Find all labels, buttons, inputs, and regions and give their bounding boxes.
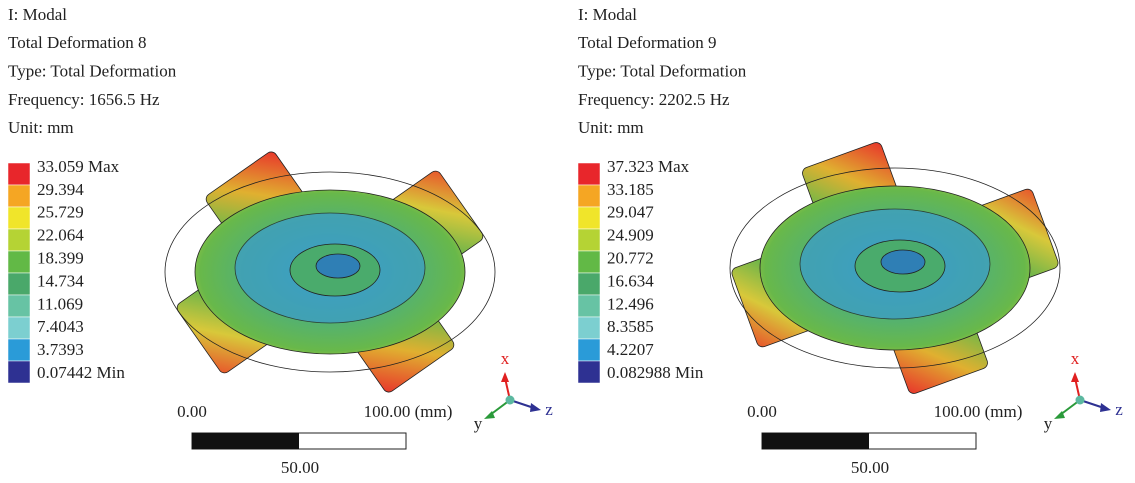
legend-swatch [578,317,600,339]
legend-label: 11.069 [37,294,83,313]
legend-label: 33.059 Max [37,157,120,176]
legend-label: 0.082988 Min [607,363,704,382]
triad-z-label: z [1115,400,1123,419]
result-panel: I: Modal Total Deformation 8 Type: Total D… [8,5,553,477]
legend-swatch [578,273,600,295]
legend-swatch [578,339,600,361]
legend-swatch [8,163,30,185]
legend-swatch [578,295,600,317]
legend-label: 22.064 [37,226,84,245]
legend-swatch [8,185,30,207]
legend-swatch [8,339,30,361]
scale-start: 0.00 [177,402,207,421]
scale-end: 100.00 (mm) [934,402,1023,421]
legend-label: 24.909 [607,226,654,245]
header-line: Type: Total Deformation [8,62,177,81]
header-line: Unit: mm [578,118,644,137]
legend-swatch [578,207,600,229]
triad-origin [1076,396,1085,405]
legend-label: 0.07442 Min [37,363,125,382]
scale-start: 0.00 [747,402,777,421]
header-line: I: Modal [8,5,67,24]
legend-swatch [8,229,30,251]
legend-swatch [578,251,600,273]
model-geometry [730,141,1060,395]
legend-swatch [8,251,30,273]
model-bore [316,254,360,278]
triad-x-head [501,372,509,382]
triad-y-label: y [1044,414,1053,433]
legend-swatch [8,361,30,383]
triad-z-head [1100,403,1111,412]
triad-y-label: y [474,414,483,433]
scale-bar-fill [762,433,869,449]
triad-x-label: x [501,349,510,368]
legend-swatch [578,361,600,383]
legend-label: 3.7393 [37,340,84,359]
legend-label: 4.2207 [607,340,654,359]
scale-mid: 50.00 [851,458,889,477]
scale-mid: 50.00 [281,458,319,477]
legend-swatch [578,185,600,207]
legend-label: 7.4043 [37,317,84,336]
legend-label: 18.399 [37,249,84,268]
legend-label: 29.047 [607,203,654,222]
legend-label: 29.394 [37,180,84,199]
header-line: Frequency: 1656.5 Hz [8,90,160,109]
legend-swatch [8,207,30,229]
triad-z-head [530,403,541,412]
scale-end: 100.00 (mm) [364,402,453,421]
legend-label: 14.734 [37,271,84,290]
model-geometry [165,150,495,395]
legend-swatch [8,295,30,317]
model-bore [881,250,925,274]
header-line: Unit: mm [8,118,74,137]
legend-label: 16.634 [607,271,654,290]
triad-x-label: x [1071,349,1080,368]
triad-x-head [1071,372,1079,382]
triad-origin [506,396,515,405]
legend-swatch [578,229,600,251]
legend-label: 25.729 [37,203,84,222]
header-line: Total Deformation 9 [578,33,717,52]
legend-label: 33.185 [607,180,654,199]
figure: I: Modal Total Deformation 8 Type: Total D… [0,0,1135,483]
legend-swatch [8,273,30,295]
legend-label: 20.772 [607,249,654,268]
legend-label: 37.323 Max [607,157,690,176]
result-panel: I: Modal Total Deformation 9 Type: Total D… [578,5,1123,477]
scale-bar-fill [192,433,299,449]
triad-z-label: z [545,400,553,419]
legend-swatch [578,163,600,185]
legend-swatch [8,317,30,339]
legend-label: 12.496 [607,294,654,313]
header-line: Total Deformation 8 [8,33,147,52]
legend-label: 8.3585 [607,317,654,336]
header-line: I: Modal [578,5,637,24]
header-line: Frequency: 2202.5 Hz [578,90,730,109]
header-line: Type: Total Deformation [578,62,747,81]
